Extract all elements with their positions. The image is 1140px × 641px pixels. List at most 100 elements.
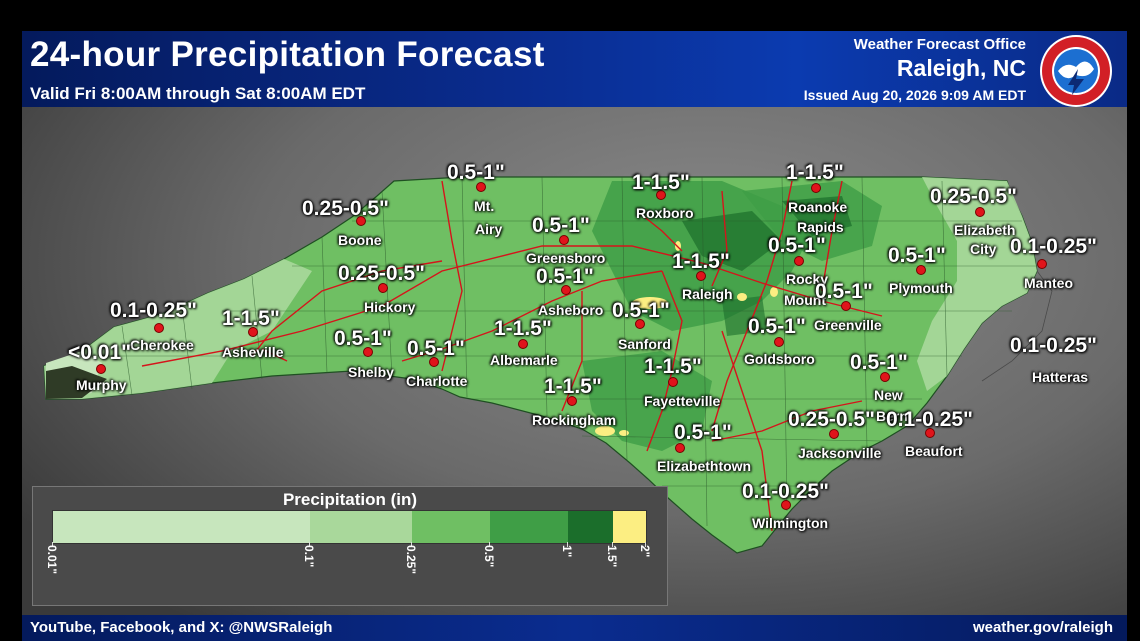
city-marker bbox=[356, 216, 366, 226]
city-label: New bbox=[874, 387, 903, 403]
legend-tick-label: 2" bbox=[638, 545, 652, 558]
range-label: 0.5-1" bbox=[815, 280, 873, 303]
city-label: Bern bbox=[876, 408, 908, 424]
city-label: City bbox=[970, 241, 997, 257]
legend-tick-mark bbox=[612, 542, 613, 547]
range-label: 0.5-1" bbox=[532, 214, 590, 237]
range-label: 1-1.5" bbox=[644, 355, 702, 378]
city-marker bbox=[975, 207, 985, 217]
range-label: 0.1-0.25" bbox=[1010, 235, 1098, 258]
range-label: 1-1.5" bbox=[222, 307, 280, 330]
city-label: Boone bbox=[338, 232, 382, 248]
nc-precipitation-map bbox=[43, 176, 1053, 554]
city-marker bbox=[675, 443, 685, 453]
city-marker bbox=[248, 327, 258, 337]
city-marker bbox=[363, 347, 373, 357]
city-marker bbox=[880, 372, 890, 382]
city-label: Fayetteville bbox=[644, 393, 721, 409]
issued-time: Issued Aug 20, 2026 9:09 AM EDT bbox=[803, 87, 1026, 103]
map-title: 24-hour Precipitation Forecast bbox=[30, 35, 545, 74]
city-label: Roxboro bbox=[636, 205, 694, 221]
city-label: Plymouth bbox=[889, 280, 953, 296]
range-label: 0.25-0.5" bbox=[338, 262, 426, 285]
city-marker bbox=[794, 256, 804, 266]
legend-tick-label: 0.1" bbox=[302, 545, 316, 568]
legend-tick-mark bbox=[52, 542, 53, 547]
legend-swatch bbox=[310, 511, 412, 543]
city-label: Wilmington bbox=[752, 515, 829, 531]
city-label: Sanford bbox=[618, 336, 671, 352]
city-label: Hatteras bbox=[1032, 369, 1089, 385]
city-label: Mount bbox=[784, 292, 826, 308]
city-label: Albemarle bbox=[490, 352, 558, 368]
city-marker bbox=[518, 339, 528, 349]
range-label: 0.1-0.25" bbox=[110, 299, 198, 322]
city-label: Airy bbox=[475, 221, 503, 237]
city-label: Elizabeth bbox=[954, 222, 1016, 238]
range-label: 1-1.5" bbox=[672, 250, 730, 273]
legend-swatch bbox=[53, 511, 310, 543]
range-label: 1-1.5" bbox=[786, 161, 844, 184]
legend-tick-label: 0.01" bbox=[45, 545, 59, 575]
range-label: 0.1-0.25" bbox=[742, 480, 830, 503]
city-marker bbox=[916, 265, 926, 275]
city-marker bbox=[567, 396, 577, 406]
website-link: weather.gov/raleigh bbox=[972, 619, 1113, 636]
legend-tick-mark bbox=[645, 542, 646, 547]
range-label: 0.5-1" bbox=[447, 161, 505, 184]
legend-color-bar bbox=[52, 510, 647, 544]
range-label: 0.25-0.5" bbox=[930, 185, 1018, 208]
city-label: Murphy bbox=[76, 377, 127, 393]
legend-tick-mark bbox=[411, 542, 412, 547]
legend-tick-label: 1" bbox=[560, 545, 574, 558]
city-marker bbox=[1037, 259, 1047, 269]
range-label: 0.25-0.5" bbox=[788, 408, 876, 431]
city-marker bbox=[561, 285, 571, 295]
legend-tick-label: 1.5" bbox=[605, 545, 619, 568]
range-label: 1-1.5" bbox=[544, 375, 602, 398]
city-marker bbox=[781, 500, 791, 510]
city-marker bbox=[559, 235, 569, 245]
social-handle: YouTube, Facebook, and X: @NWSRaleigh bbox=[30, 619, 333, 636]
city-label: Cherokee bbox=[130, 337, 194, 353]
legend-tick-label: 0.25" bbox=[404, 545, 418, 575]
city-marker bbox=[774, 337, 784, 347]
city-label: Greensboro bbox=[526, 250, 606, 266]
range-label: 1-1.5" bbox=[632, 171, 690, 194]
range-label: 1-1.5" bbox=[494, 317, 552, 340]
city-label: Rockingham bbox=[532, 412, 617, 428]
city-label: Jacksonville bbox=[798, 445, 882, 461]
city-label: Asheboro bbox=[538, 302, 604, 318]
city-label: Hickory bbox=[364, 299, 416, 315]
office-label: Weather Forecast Office bbox=[853, 36, 1026, 53]
legend-tick-mark bbox=[489, 542, 490, 547]
city-marker bbox=[696, 271, 706, 281]
range-label: 0.5-1" bbox=[612, 299, 670, 322]
legend-swatch bbox=[412, 511, 490, 543]
city-marker bbox=[656, 190, 666, 200]
precipitation-legend: Precipitation (in) 0.01" 0.1" 0.25" 0.5" 1" 1… bbox=[32, 486, 668, 606]
city-marker bbox=[635, 319, 645, 329]
city-label: Mt. bbox=[474, 198, 495, 214]
city-marker bbox=[476, 182, 486, 192]
city-marker bbox=[96, 364, 106, 374]
city-label: Elizabethtown bbox=[657, 458, 752, 474]
range-label: 0.5-1" bbox=[768, 234, 826, 257]
header-bar: 24-hour Precipitation Forecast Valid Fri… bbox=[22, 31, 1127, 107]
city-marker bbox=[841, 301, 851, 311]
range-label: 0.5-1" bbox=[334, 327, 392, 350]
range-label: 0.25-0.5" bbox=[302, 197, 390, 220]
range-label: <0.01" bbox=[68, 341, 132, 364]
city-label: Raleigh bbox=[682, 286, 733, 302]
range-label: 0.5-1" bbox=[674, 421, 732, 444]
graphic-frame: Murphy Cherokee Asheville Boone Mt. Airy Roxbo… bbox=[22, 31, 1127, 641]
legend-swatch bbox=[490, 511, 568, 543]
city-marker bbox=[811, 183, 821, 193]
city-marker bbox=[429, 357, 439, 367]
office-city: Raleigh, NC bbox=[896, 55, 1026, 81]
city-label: Goldsboro bbox=[744, 351, 815, 367]
range-label: 0.5-1" bbox=[407, 337, 465, 360]
city-marker bbox=[925, 428, 935, 438]
footer-bar: YouTube, Facebook, and X: @NWSRaleigh we… bbox=[22, 615, 1127, 641]
city-marker bbox=[668, 377, 678, 387]
